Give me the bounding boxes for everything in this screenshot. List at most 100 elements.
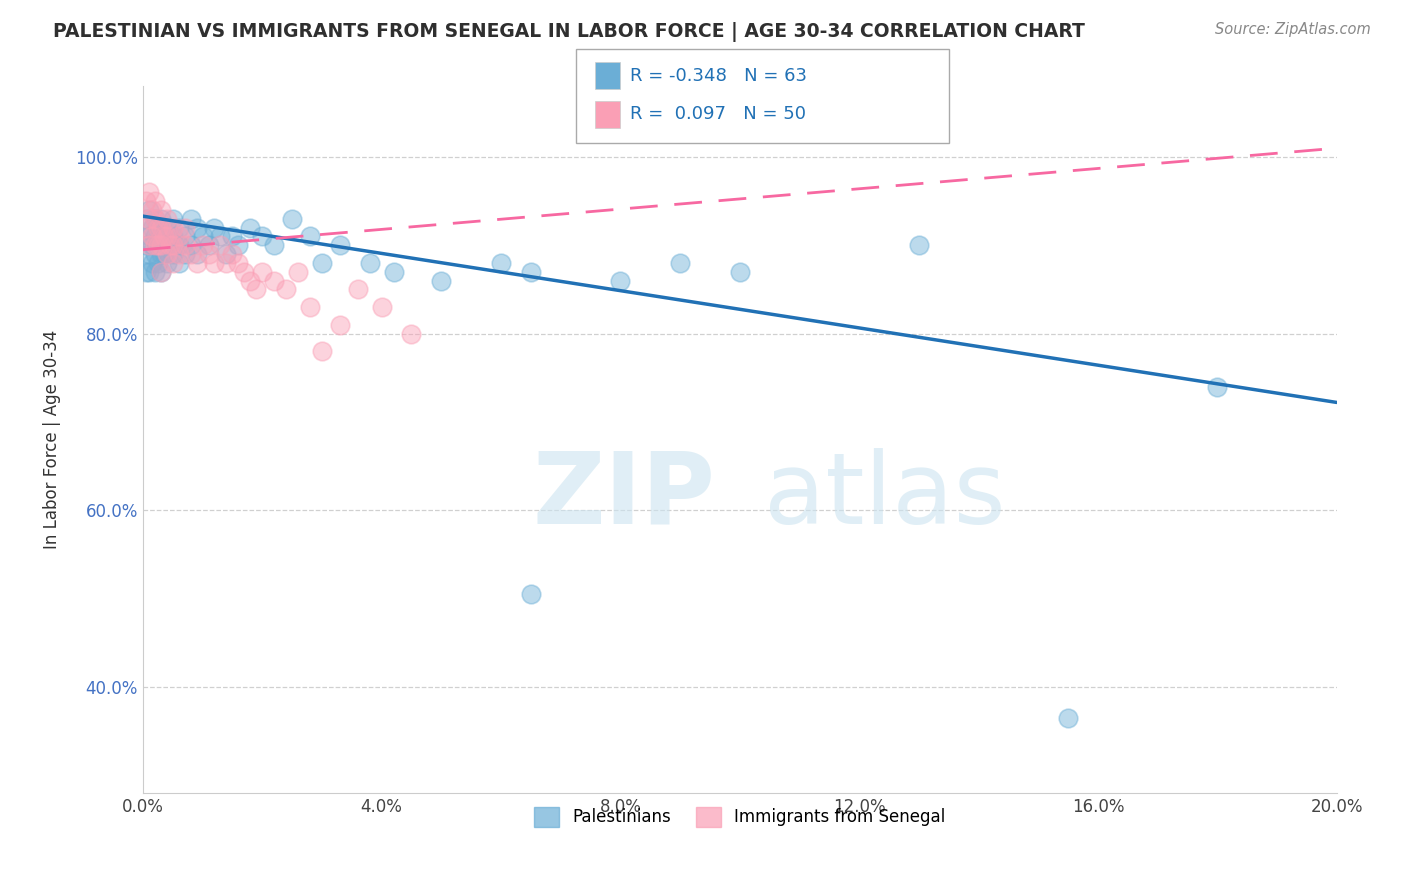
Point xyxy=(489,256,512,270)
Point xyxy=(276,282,298,296)
Point xyxy=(152,229,174,244)
Point xyxy=(669,256,692,270)
Point xyxy=(180,238,202,252)
Point xyxy=(156,238,179,252)
Point xyxy=(149,238,172,252)
Point xyxy=(298,300,321,314)
Point xyxy=(143,211,166,226)
Point xyxy=(311,344,333,359)
Point xyxy=(146,238,169,252)
Point xyxy=(1057,710,1080,724)
Point xyxy=(149,229,172,244)
Point xyxy=(143,247,166,261)
Point xyxy=(252,265,274,279)
Text: Source: ZipAtlas.com: Source: ZipAtlas.com xyxy=(1215,22,1371,37)
Point xyxy=(329,318,352,332)
Point xyxy=(311,256,333,270)
Point xyxy=(156,256,179,270)
Point xyxy=(146,256,169,270)
Point xyxy=(401,326,423,341)
Point xyxy=(245,282,267,296)
Point xyxy=(135,194,157,208)
Point xyxy=(138,202,160,217)
Point xyxy=(239,274,262,288)
Point xyxy=(146,220,169,235)
Point xyxy=(138,247,160,261)
Point xyxy=(135,238,157,252)
Point xyxy=(149,265,172,279)
Point xyxy=(141,202,163,217)
Point xyxy=(141,229,163,244)
Point xyxy=(263,274,285,288)
Point xyxy=(149,202,172,217)
Point xyxy=(135,220,157,235)
Point xyxy=(162,238,184,252)
Point xyxy=(209,229,232,244)
Point xyxy=(263,238,285,252)
Point xyxy=(173,220,195,235)
Point xyxy=(382,265,405,279)
Point xyxy=(167,247,190,261)
Point xyxy=(197,247,219,261)
Point xyxy=(156,247,179,261)
Point xyxy=(239,220,262,235)
Point xyxy=(143,265,166,279)
Point xyxy=(329,238,352,252)
Point xyxy=(191,238,214,252)
Y-axis label: In Labor Force | Age 30-34: In Labor Force | Age 30-34 xyxy=(44,330,60,549)
Point xyxy=(167,238,190,252)
Point xyxy=(728,265,751,279)
Point xyxy=(228,238,250,252)
Point xyxy=(359,256,381,270)
Point xyxy=(162,256,184,270)
Point xyxy=(430,274,453,288)
Point xyxy=(173,238,195,252)
Point xyxy=(180,211,202,226)
Point xyxy=(138,211,160,226)
Point xyxy=(146,238,169,252)
Point xyxy=(346,282,368,296)
Point xyxy=(221,229,243,244)
Point xyxy=(520,587,543,601)
Point xyxy=(152,247,174,261)
Point xyxy=(149,265,172,279)
Point xyxy=(167,256,190,270)
Point xyxy=(149,211,172,226)
Point xyxy=(233,265,256,279)
Point xyxy=(287,265,309,279)
Point xyxy=(204,220,226,235)
Point xyxy=(143,211,166,226)
Point xyxy=(143,238,166,252)
Text: R =  0.097   N = 50: R = 0.097 N = 50 xyxy=(630,105,806,123)
Point xyxy=(156,211,179,226)
Point xyxy=(252,229,274,244)
Point xyxy=(370,300,392,314)
Text: PALESTINIAN VS IMMIGRANTS FROM SENEGAL IN LABOR FORCE | AGE 30-34 CORRELATION CH: PALESTINIAN VS IMMIGRANTS FROM SENEGAL I… xyxy=(53,22,1085,42)
Point xyxy=(298,229,321,244)
Point xyxy=(138,229,160,244)
Point xyxy=(907,238,929,252)
Point xyxy=(609,274,631,288)
Point xyxy=(215,247,238,261)
Point xyxy=(138,265,160,279)
Text: ZIP: ZIP xyxy=(533,448,716,544)
Point xyxy=(228,256,250,270)
Point xyxy=(162,220,184,235)
Point xyxy=(186,247,208,261)
Point xyxy=(281,211,304,226)
Point xyxy=(156,220,179,235)
Point xyxy=(162,211,184,226)
Point xyxy=(143,194,166,208)
Point xyxy=(215,256,238,270)
Point xyxy=(520,265,543,279)
Point xyxy=(138,238,160,252)
Point xyxy=(156,229,179,244)
Legend: Palestinians, Immigrants from Senegal: Palestinians, Immigrants from Senegal xyxy=(527,800,952,834)
Point xyxy=(146,220,169,235)
Point xyxy=(135,211,157,226)
Point xyxy=(221,247,243,261)
Point xyxy=(167,229,190,244)
Point xyxy=(1206,379,1229,393)
Point xyxy=(209,238,232,252)
Point xyxy=(173,229,195,244)
